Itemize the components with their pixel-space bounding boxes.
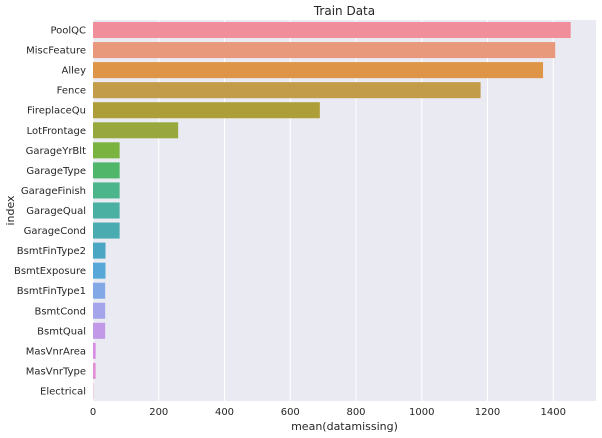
bar-garagecond: [93, 222, 120, 239]
bar-bsmtqual: [93, 322, 106, 339]
bar-masvnrtype: [93, 362, 96, 379]
bar-lotfrontage: [93, 122, 179, 139]
y-tick-label: LotFrontage: [27, 126, 86, 137]
y-tick-label: GarageYrBlt: [26, 146, 86, 157]
bar-garagetype: [93, 162, 120, 179]
y-tick-label: FireplaceQu: [27, 106, 86, 117]
bars: [93, 22, 571, 399]
x-tick-label: 400: [215, 407, 234, 418]
x-axis-title: mean(datamissing): [291, 420, 398, 433]
bar-masvnrarea: [93, 342, 96, 359]
chart-title: Train Data: [313, 4, 375, 18]
y-tick-label: GarageFinish: [21, 186, 86, 197]
x-tick-label: 200: [149, 407, 168, 418]
y-tick-label: BsmtQual: [37, 326, 86, 337]
y-tick-label: Alley: [62, 66, 87, 77]
x-tick-labels: 0 200 400 600 800 1000 1200 1400: [90, 407, 566, 418]
y-tick-label: MasVnrType: [26, 366, 86, 377]
y-tick-label: BsmtFinType2: [17, 246, 86, 257]
y-tick-label: GarageType: [26, 166, 86, 177]
y-tick-label: BsmtCond: [34, 306, 86, 317]
bar-garagefinish: [93, 182, 120, 199]
x-tick-label: 800: [346, 407, 365, 418]
bar-alley: [93, 62, 544, 79]
bar-bsmtfintype2: [93, 242, 106, 259]
x-tick-label: 0: [90, 407, 96, 418]
bar-garagequal: [93, 202, 120, 219]
bar-fireplacequ: [93, 102, 320, 119]
bar-bsmtexposure: [93, 262, 106, 279]
bar-garageyrblt: [93, 142, 120, 159]
y-tick-label: MiscFeature: [26, 46, 86, 57]
y-tick-label: Fence: [57, 86, 86, 97]
y-tick-label: BsmtFinType1: [17, 286, 86, 297]
x-tick-label: 1400: [541, 407, 566, 418]
bar-poolqc: [93, 22, 571, 39]
y-tick-label: BsmtExposure: [14, 266, 86, 277]
bar-miscfeature: [93, 42, 556, 59]
y-tick-label: MasVnrArea: [26, 346, 86, 357]
y-axis-title: index: [4, 195, 17, 226]
bar-fence: [93, 82, 481, 99]
y-tick-label: Electrical: [40, 386, 86, 397]
x-tick-label: 1200: [475, 407, 500, 418]
y-tick-label: GarageQual: [26, 206, 86, 217]
y-tick-label: PoolQC: [50, 26, 86, 37]
bar-bsmtfintype1: [93, 282, 106, 299]
y-tick-label: GarageCond: [24, 226, 86, 237]
y-tick-labels: PoolQC MiscFeature Alley Fence FireplaceQu Lo…: [14, 26, 86, 398]
bar-bsmtcond: [93, 302, 106, 319]
x-tick-label: 1000: [409, 407, 434, 418]
x-tick-label: 600: [281, 407, 300, 418]
